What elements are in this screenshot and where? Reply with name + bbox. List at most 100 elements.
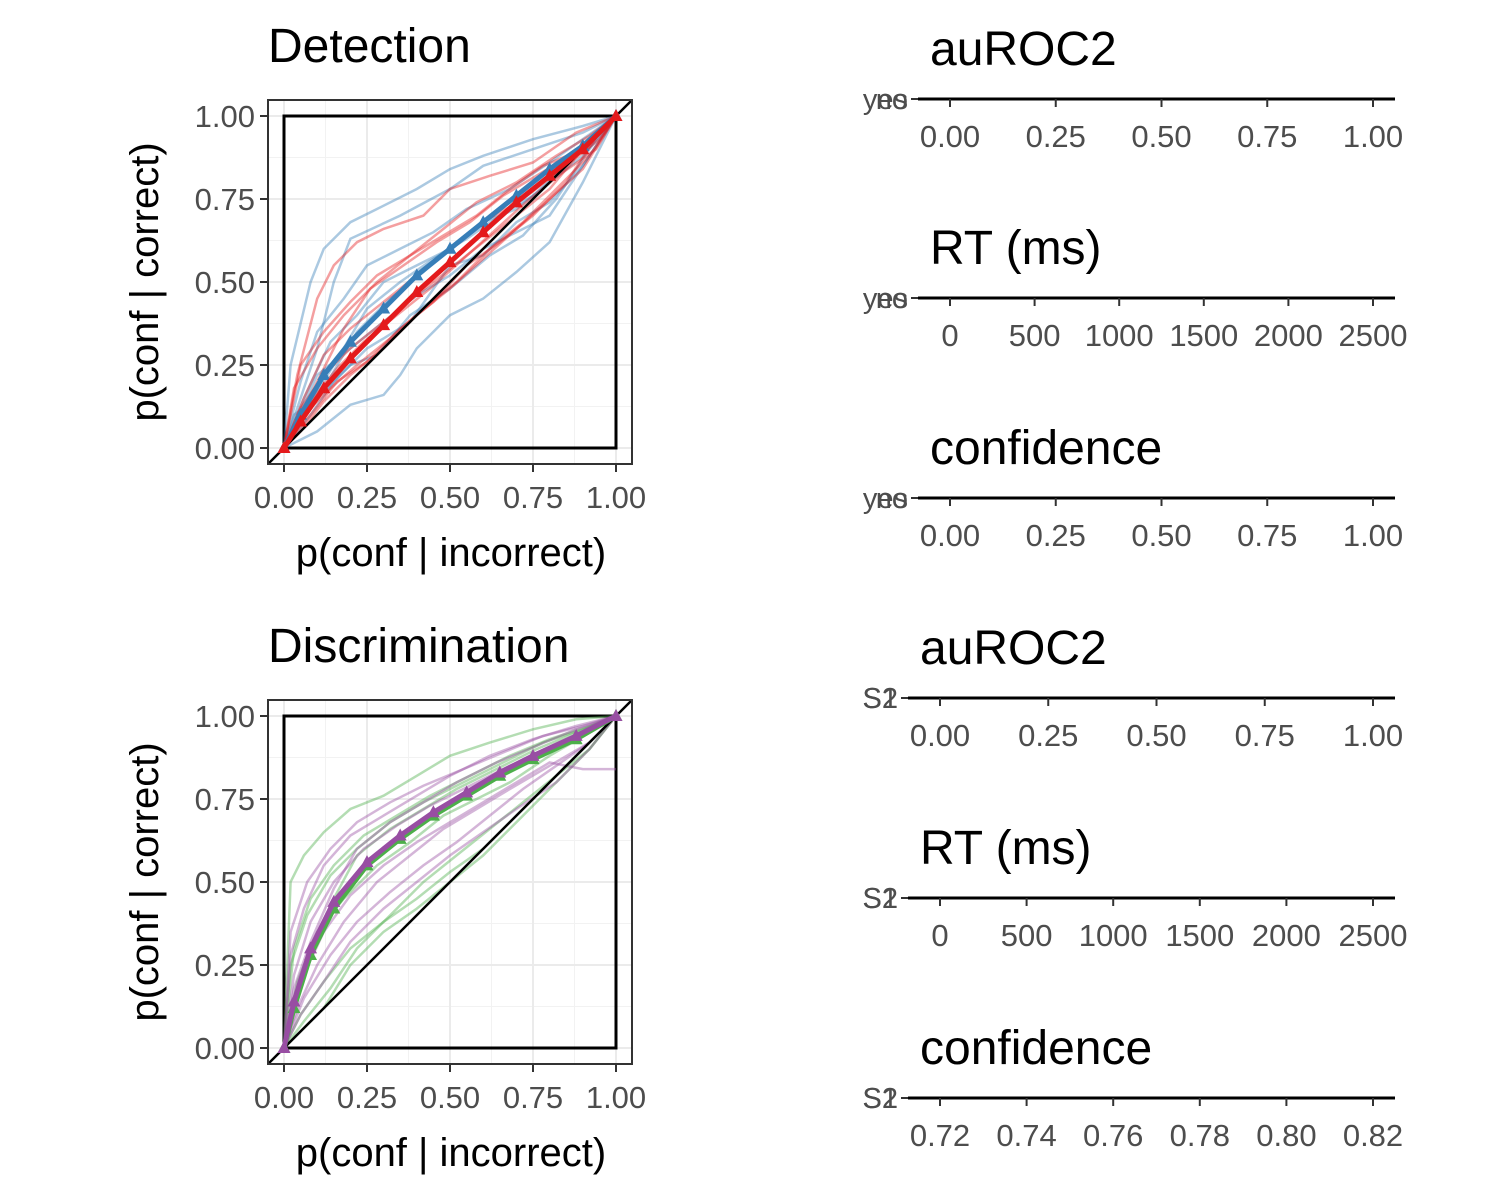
mean-roc-point: [576, 142, 590, 155]
mean-roc-point: [294, 414, 308, 427]
discrimination-roc-panel: Discrimination 0.00 0.25 0.50 0.75 1.00 0.00 0.…: [123, 620, 646, 1175]
x-tick-label: 1.00: [586, 1080, 646, 1115]
mean-roc-point: [377, 318, 391, 331]
mean-roc-point: [343, 351, 357, 364]
panel-title: Discrimination: [268, 620, 569, 673]
x-tick-label: 1.00: [1343, 518, 1403, 553]
x-tick-label: 1500: [1169, 318, 1238, 353]
subject-roc-line: [282, 714, 617, 1049]
y-axis-label: p(conf | correct): [123, 742, 167, 1021]
x-tick-label: 0.78: [1170, 1118, 1230, 1153]
y-category-label: no: [876, 483, 908, 515]
y-category-label: yes: [863, 84, 908, 116]
mean-roc-point: [543, 168, 557, 181]
mean-roc-line: [281, 114, 618, 450]
x-tick-label: 1.00: [1343, 718, 1403, 753]
subject-roc-line: [283, 115, 618, 449]
mean-roc-point: [287, 994, 301, 1007]
mean-roc-point: [460, 785, 474, 798]
panel-title: RT (ms): [930, 222, 1102, 275]
x-tick-label: 0.75: [1235, 718, 1295, 753]
mean-roc-point: [393, 828, 407, 841]
y-tick-label: 0.25: [195, 348, 255, 383]
mean-roc-point: [493, 765, 507, 778]
y-category-label: no: [876, 283, 908, 315]
x-tick-label: 0.50: [420, 480, 480, 515]
mean-roc-point: [360, 855, 374, 868]
mean-roc-point: [410, 284, 424, 297]
x-tick-label: 0.75: [1237, 518, 1297, 553]
subject-roc-line: [282, 714, 617, 1049]
x-tick-label: 0.25: [337, 480, 397, 515]
x-tick-label: 2500: [1339, 318, 1408, 353]
mean-roc-point: [509, 195, 523, 208]
y-category-label: S2: [863, 1083, 898, 1115]
y-tick-label: 1.00: [195, 699, 255, 734]
x-tick-label: 2000: [1252, 918, 1321, 953]
x-tick-label: 1000: [1079, 918, 1148, 953]
subject-roc-line: [283, 115, 618, 449]
y-tick-label: 0.00: [195, 431, 255, 466]
mean-roc-point: [609, 109, 623, 121]
mean-roc-point: [377, 301, 391, 314]
y-axis-label: p(conf | correct): [123, 142, 167, 421]
subject-roc-line: [282, 715, 617, 1049]
x-tick-label: 0.50: [1126, 718, 1186, 753]
x-tick-label: 0.25: [1026, 119, 1086, 154]
subject-roc-line: [282, 115, 618, 449]
y-tick-label: 0.50: [195, 265, 255, 300]
mean-roc-point: [304, 941, 318, 954]
subject-roc-line: [282, 715, 617, 1049]
x-tick-label: 0.50: [420, 1080, 480, 1115]
panel-title: confidence: [920, 1022, 1152, 1075]
x-tick-label: 0.75: [503, 1080, 563, 1115]
y-category-label: S2: [863, 683, 898, 715]
x-tick-label: 0.00: [254, 480, 314, 515]
y-category-label: no: [876, 84, 908, 116]
x-tick-label: 0: [931, 918, 948, 953]
subject-roc-line: [282, 114, 617, 449]
panel-title: auROC2: [920, 622, 1107, 675]
x-tick-label: 1500: [1165, 918, 1234, 953]
x-tick-label: 0.72: [910, 1118, 970, 1153]
chance-diagonal: [267, 699, 633, 1065]
panel-title: RT (ms): [920, 822, 1092, 875]
subject-roc-line: [282, 714, 617, 1049]
y-category-label: S1: [863, 883, 898, 915]
y-tick-label: 0.50: [195, 865, 255, 900]
y-category-label: yes: [863, 483, 908, 515]
x-tick-label: 0.76: [1083, 1118, 1143, 1153]
x-tick-label: 2000: [1254, 318, 1323, 353]
subject-roc-line: [282, 114, 617, 449]
x-tick-label: 2500: [1339, 918, 1408, 953]
y-tick-label: 1.00: [195, 99, 255, 134]
panel-title: Detection: [268, 20, 471, 73]
x-tick-label: 0.25: [1026, 518, 1086, 553]
mean-roc-point: [443, 241, 457, 254]
mean-roc-point: [343, 334, 357, 347]
mean-roc-point: [317, 367, 331, 380]
unit-square: [282, 714, 618, 1050]
x-tick-label: 0.25: [1018, 718, 1078, 753]
mean-roc-line: [281, 114, 618, 450]
mean-roc-line: [281, 713, 618, 1049]
mean-roc-point: [476, 215, 490, 228]
mean-roc-point: [476, 225, 490, 238]
x-tick-label: 0.80: [1256, 1118, 1316, 1153]
x-tick-label: 0.50: [1131, 119, 1191, 154]
y-category-label: S1: [863, 1083, 898, 1115]
x-tick-label: 0.00: [254, 1080, 314, 1115]
subject-roc-line: [282, 715, 617, 1049]
mean-roc-point: [327, 894, 341, 907]
subject-roc-line: [282, 114, 617, 449]
panel-title: confidence: [930, 422, 1162, 475]
subject-roc-line: [283, 115, 618, 450]
x-tick-label: 1.00: [586, 480, 646, 515]
x-tick-label: 0.82: [1343, 1118, 1403, 1153]
